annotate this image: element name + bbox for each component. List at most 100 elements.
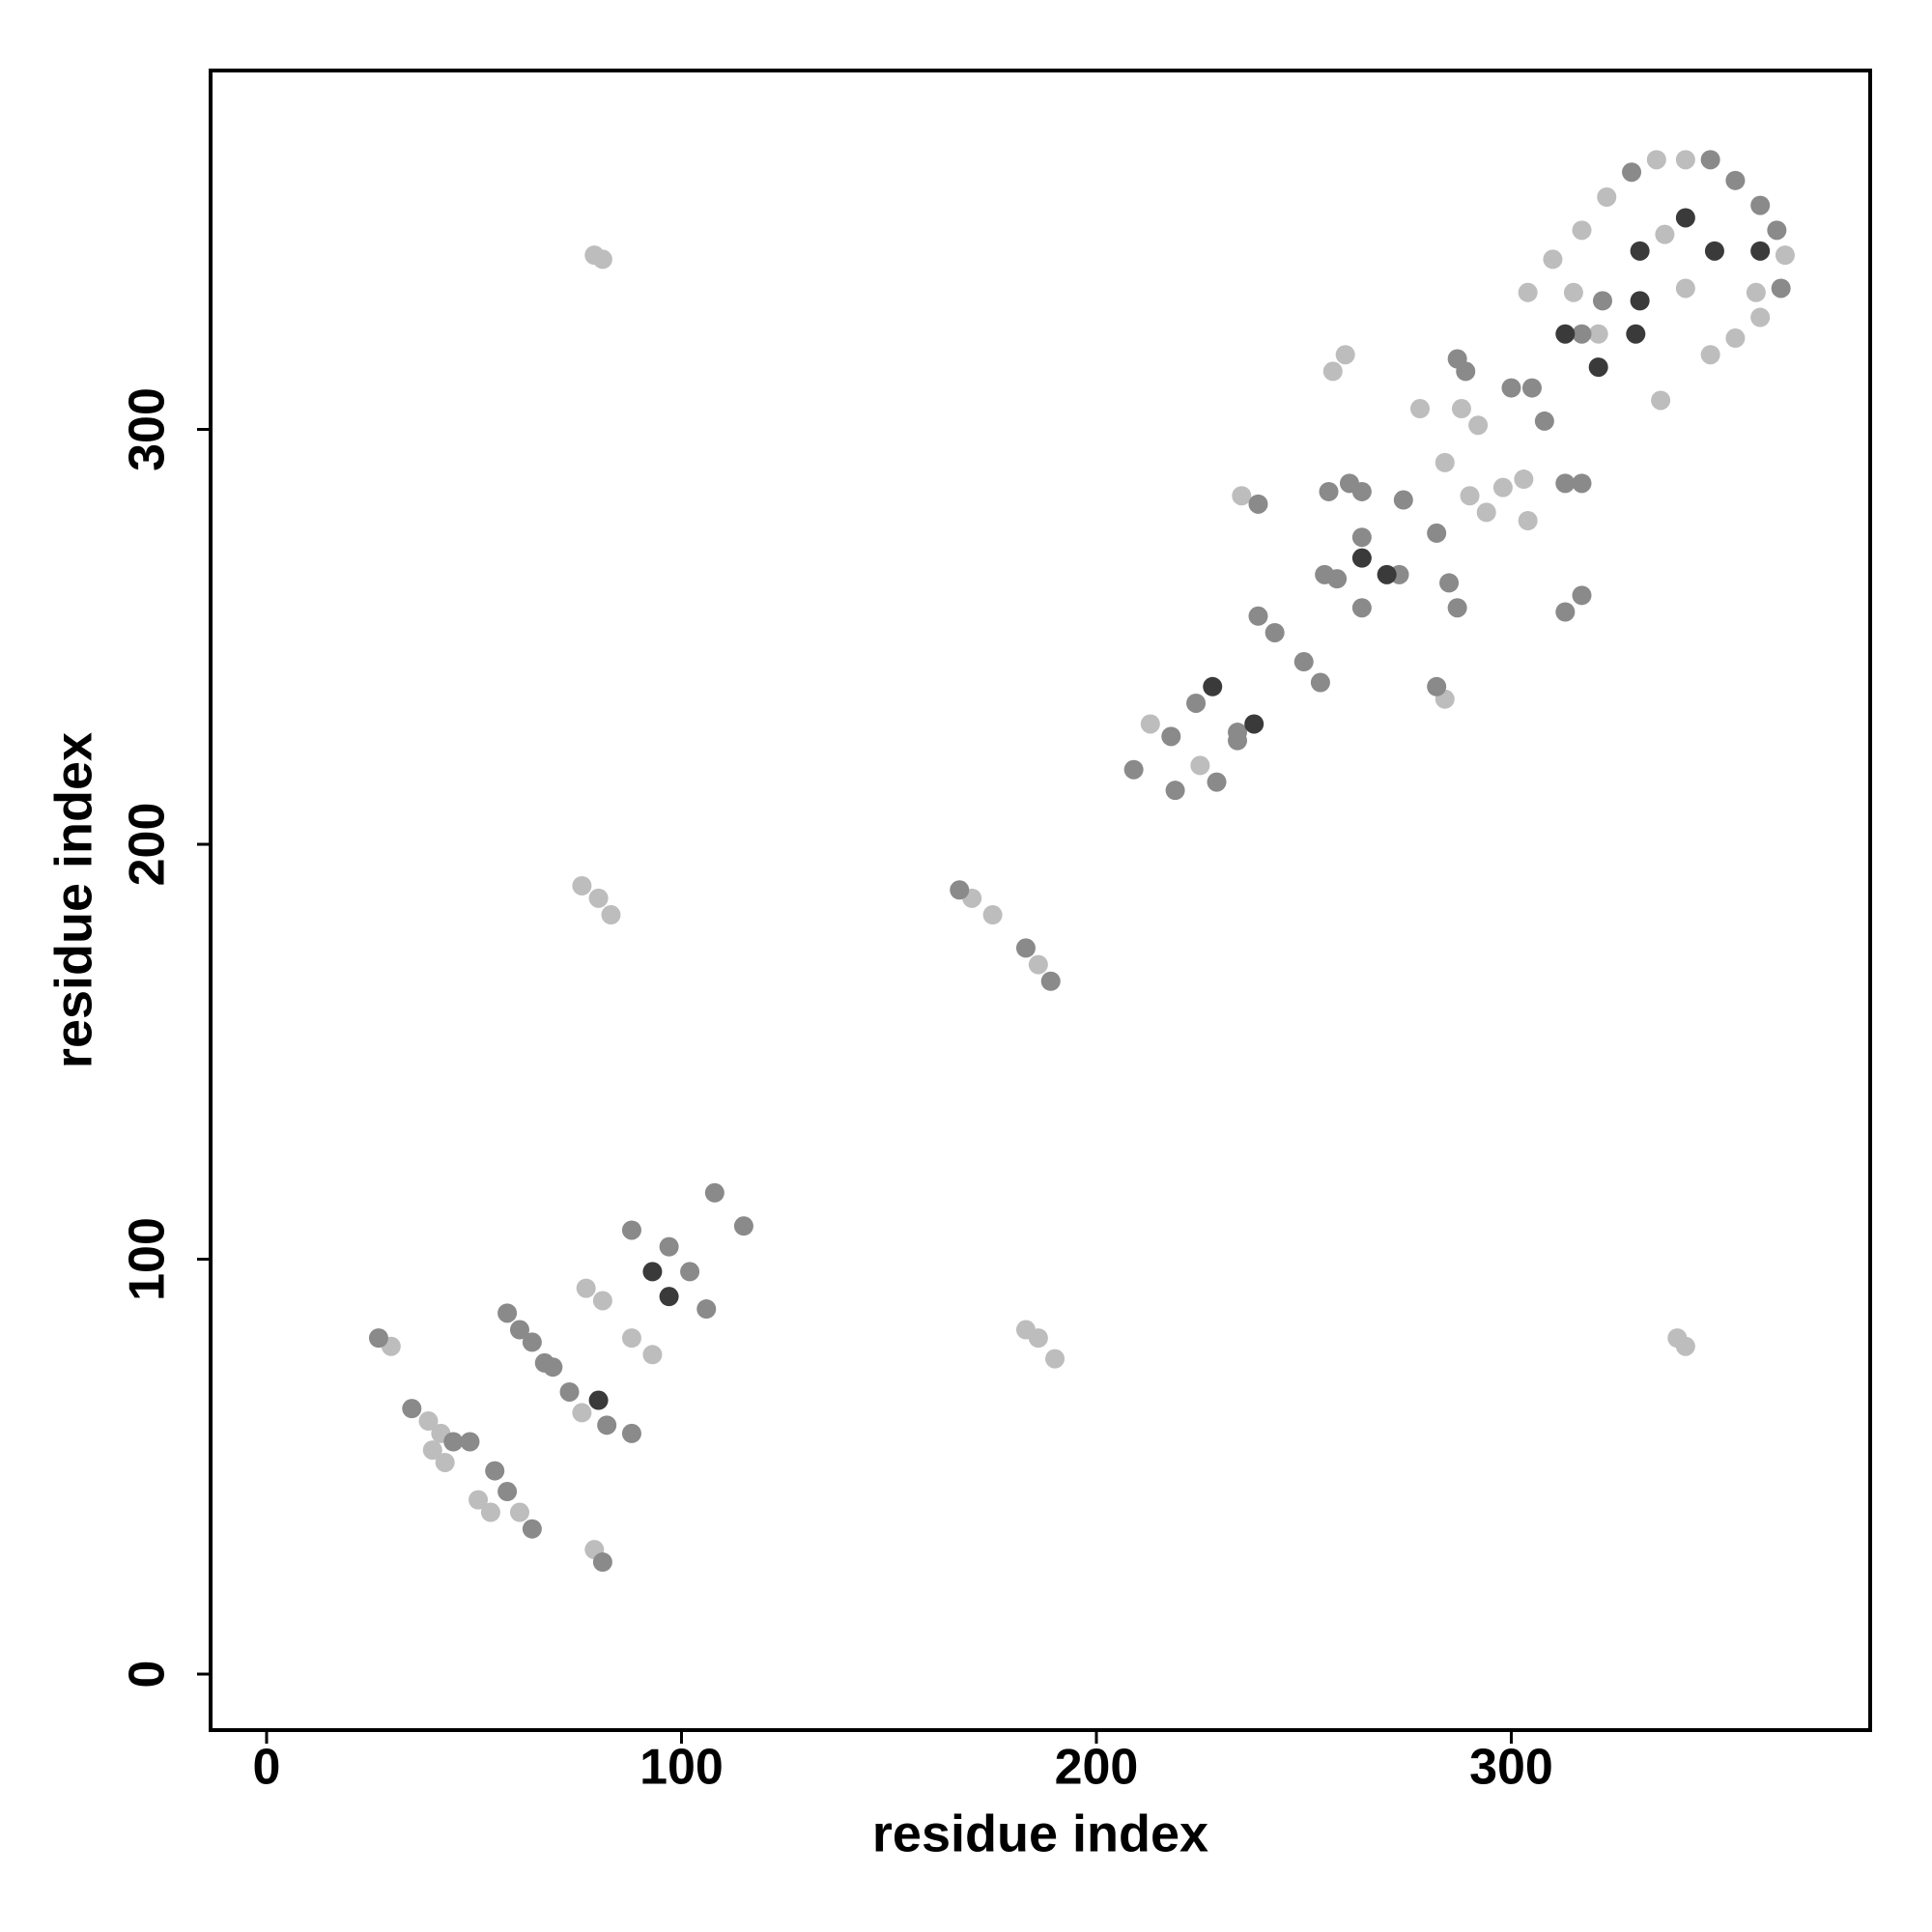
point — [1351, 598, 1372, 618]
point — [1555, 473, 1576, 494]
point — [1746, 282, 1766, 302]
point — [1572, 324, 1592, 344]
point — [1207, 772, 1227, 792]
point — [588, 1390, 609, 1410]
plot-frame — [209, 69, 1872, 1732]
point — [576, 1278, 596, 1298]
point — [621, 1328, 641, 1349]
point — [509, 1502, 529, 1522]
point — [1675, 1336, 1695, 1356]
point — [522, 1332, 542, 1352]
x-tick-label: 100 — [639, 1740, 724, 1796]
point — [368, 1328, 388, 1349]
point — [1597, 186, 1617, 207]
point — [1123, 759, 1144, 780]
point — [1588, 324, 1608, 344]
point — [1501, 378, 1521, 398]
point — [696, 1299, 717, 1320]
point — [1750, 307, 1771, 327]
point — [1028, 954, 1048, 975]
point — [1555, 324, 1576, 344]
point — [1248, 606, 1268, 626]
point — [1492, 477, 1513, 497]
point — [1310, 672, 1330, 693]
x-tick-label: 0 — [253, 1740, 281, 1796]
point — [642, 1262, 663, 1282]
point — [543, 1357, 563, 1378]
point — [597, 1415, 617, 1435]
y-tick-label: 100 — [120, 1217, 176, 1301]
y-tick-label: 200 — [120, 803, 176, 887]
y-tick-label: 300 — [120, 387, 176, 471]
point — [572, 1403, 592, 1423]
point — [621, 1423, 641, 1443]
point — [621, 1220, 641, 1240]
point — [1435, 452, 1455, 472]
point — [1439, 573, 1460, 593]
point — [1427, 676, 1447, 696]
point — [659, 1236, 679, 1257]
point — [1771, 278, 1791, 298]
point — [1322, 361, 1343, 382]
point — [1521, 378, 1542, 398]
point — [1563, 282, 1583, 302]
point — [1460, 486, 1480, 506]
point — [601, 905, 621, 925]
point — [1514, 469, 1534, 490]
point — [1377, 564, 1397, 584]
point — [1203, 676, 1223, 696]
point — [1704, 241, 1724, 261]
point — [642, 1345, 663, 1365]
point — [1476, 502, 1496, 523]
point — [1543, 249, 1563, 270]
point — [418, 1411, 439, 1432]
point — [1750, 241, 1771, 261]
point — [950, 880, 970, 900]
point — [1451, 399, 1471, 419]
point — [1518, 511, 1538, 531]
point — [559, 1381, 580, 1402]
point — [592, 1552, 612, 1573]
point — [1646, 150, 1666, 170]
x-tick-label: 200 — [1055, 1740, 1139, 1796]
point — [402, 1399, 422, 1419]
point — [1626, 324, 1646, 344]
point — [1468, 415, 1489, 436]
point — [469, 1490, 489, 1510]
point — [1319, 481, 1339, 501]
point — [1190, 755, 1210, 776]
point — [1028, 1328, 1048, 1349]
point — [1232, 486, 1252, 506]
y-tick-label: 0 — [120, 1661, 176, 1689]
point — [509, 1320, 529, 1340]
point — [1264, 622, 1285, 642]
point — [1427, 523, 1447, 543]
point — [733, 1216, 753, 1236]
y-axis-title: residue index — [44, 732, 102, 1068]
point — [1700, 345, 1720, 365]
point — [1630, 241, 1650, 261]
point — [1293, 652, 1314, 672]
point — [1248, 494, 1268, 514]
point — [592, 249, 612, 270]
point — [1651, 390, 1671, 411]
point — [1409, 399, 1430, 419]
point — [1534, 411, 1554, 431]
point — [1675, 150, 1695, 170]
point — [1572, 220, 1592, 241]
point — [1351, 481, 1372, 501]
point — [1622, 162, 1642, 183]
point — [1045, 1349, 1065, 1369]
point — [1335, 345, 1355, 365]
point — [1555, 602, 1576, 622]
point — [1393, 490, 1413, 510]
x-tick-label: 300 — [1469, 1740, 1553, 1796]
point — [982, 905, 1003, 925]
point — [1775, 245, 1795, 266]
point — [1161, 726, 1181, 747]
point — [1518, 282, 1538, 302]
point — [1588, 357, 1608, 378]
point — [1244, 714, 1264, 734]
